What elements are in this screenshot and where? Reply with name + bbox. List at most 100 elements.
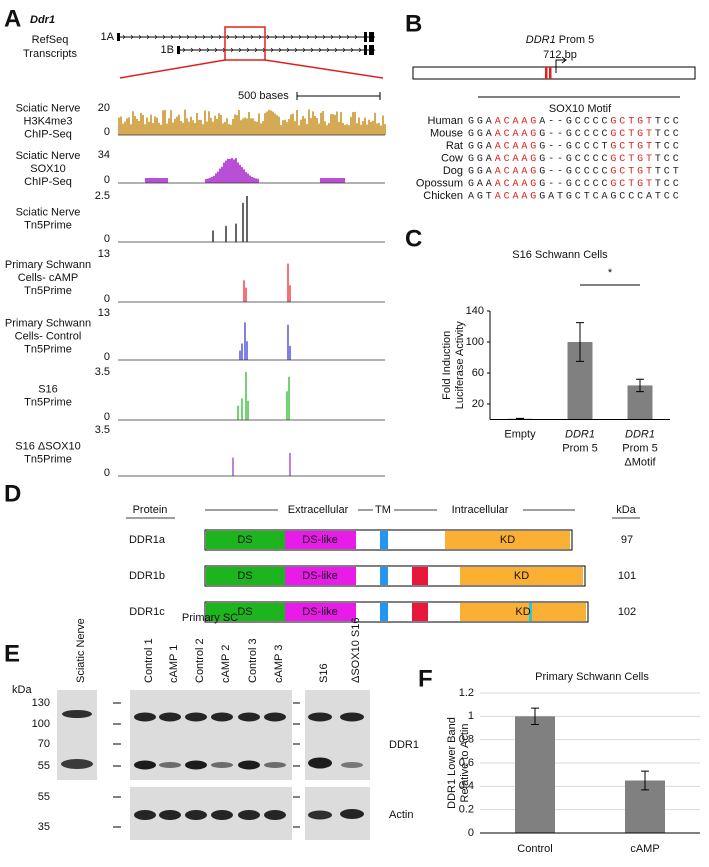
domain-tm [380, 603, 388, 621]
protein-name: DDR1a [129, 534, 166, 546]
band [134, 810, 156, 820]
y-axis-label: DDR1 Lower Band [446, 717, 458, 809]
track-label: Sciatic Nerve [16, 150, 81, 162]
error-bar [641, 770, 649, 791]
domain-ds-like [285, 603, 356, 621]
sequence-segment: GGA [468, 129, 495, 140]
sequence-segment: GCTGT [610, 117, 655, 128]
header: Intracellular [452, 504, 509, 516]
y-axis-label: Relative to Actin [459, 724, 471, 803]
domain-insert [412, 567, 428, 585]
domain-tm [380, 531, 388, 549]
sequence-segment: G--GCCCC [539, 167, 610, 178]
track-label: Sciatic Nerve [16, 206, 81, 218]
band [238, 760, 260, 770]
x-tick-label: DDR1 [625, 428, 655, 440]
band [308, 757, 332, 769]
domain-label: DS [237, 570, 252, 582]
domain-kd [445, 531, 570, 549]
species: Cow [441, 152, 463, 164]
track-min: 0 [104, 174, 110, 186]
x-tick-label: cAMP [630, 843, 659, 855]
sequence-segment: TCC [655, 142, 682, 153]
tss-arrow [555, 56, 567, 73]
domain-label: DS-like [302, 570, 337, 582]
band [61, 759, 93, 769]
domain-label: DS [237, 606, 252, 618]
header: kDa [616, 504, 636, 516]
strand-arrows [122, 34, 358, 40]
band [308, 810, 332, 820]
sequence-segment: TCC [655, 129, 682, 140]
lane-label: Control 2 [194, 638, 206, 683]
domain-ds [206, 603, 285, 621]
sequence-segment: GCTGT [610, 179, 655, 190]
track-max: 3.5 [95, 424, 110, 436]
y-axis-label: Fold Induction [441, 331, 453, 400]
band [159, 762, 181, 768]
error-bar [576, 322, 584, 362]
exon [364, 32, 367, 42]
domain-tm [380, 567, 388, 585]
protein-kda: 101 [618, 570, 636, 582]
y-tick-label: 0.8 [459, 734, 474, 746]
domain-label: KD [500, 534, 515, 546]
lane-label: ΔSOX10 S16 [350, 618, 362, 683]
sequence-segment: ACAAG [495, 117, 540, 128]
domain-ds-like [285, 531, 356, 549]
track-min: 0 [104, 467, 110, 479]
blot-label: Actin [389, 809, 413, 821]
sequence-segment: G--GCCCC [539, 154, 610, 165]
panel-letter: C [405, 225, 422, 252]
domain-label: DS [237, 534, 252, 546]
track-label: Tn5Prime [24, 453, 72, 465]
track-signal [237, 372, 290, 420]
marker-label: 35 [38, 821, 50, 833]
track-label: S16 [38, 383, 58, 395]
zoom-lines [119, 59, 384, 79]
protein-kda: 102 [618, 606, 636, 618]
sequence-segment: GATGCTCAGCCCATCC [539, 192, 681, 203]
band [211, 762, 233, 768]
motif-site [549, 67, 552, 79]
protein-name: DDR1b [129, 570, 165, 582]
lane-label: S16 [318, 663, 330, 683]
sequence-segment: ACAAG [495, 192, 540, 203]
sequence-segment: ACAAG [495, 179, 540, 190]
header: Protein [133, 504, 168, 516]
sequence-segment: A--GCCCC [539, 117, 610, 128]
sequence-segment: TCC [655, 179, 682, 190]
track-signal [212, 196, 248, 242]
track-label: ChIP-Seq [24, 128, 72, 140]
sequence-segment: ACAAG [495, 154, 540, 165]
isoform-label: 1B [161, 44, 174, 56]
marker-label: 55 [38, 791, 50, 803]
panel-letter: E [4, 640, 20, 667]
band [264, 762, 286, 768]
domain-label: DS-like [302, 534, 337, 546]
track-label: Tn5Prime [24, 219, 72, 231]
protein-kda: 97 [621, 534, 633, 546]
scale-label: 500 bases [238, 90, 289, 102]
y-tick-label: 0.4 [459, 780, 474, 792]
track-min: 0 [104, 233, 110, 245]
marker-label: 100 [32, 718, 50, 730]
domain-label: DS-like [302, 606, 337, 618]
band [341, 762, 363, 768]
band [185, 810, 207, 820]
band [264, 810, 286, 820]
promoter-gene: DDR1 [526, 34, 556, 46]
transcript-label: Transcripts [23, 48, 77, 60]
y-axis-label: Luciferase Activity [454, 321, 466, 410]
exon [369, 45, 374, 55]
domain-ds [206, 531, 285, 549]
domain-insert [412, 603, 428, 621]
band [264, 712, 286, 722]
sequence-segment: ACAAG [495, 129, 540, 140]
track-min: 0 [104, 411, 110, 423]
sequence-segment: TCC [655, 154, 682, 165]
track-max: 2.5 [95, 190, 110, 202]
species: Rat [446, 140, 463, 152]
error-bar [516, 417, 524, 420]
kda-label: kDa [12, 684, 32, 696]
